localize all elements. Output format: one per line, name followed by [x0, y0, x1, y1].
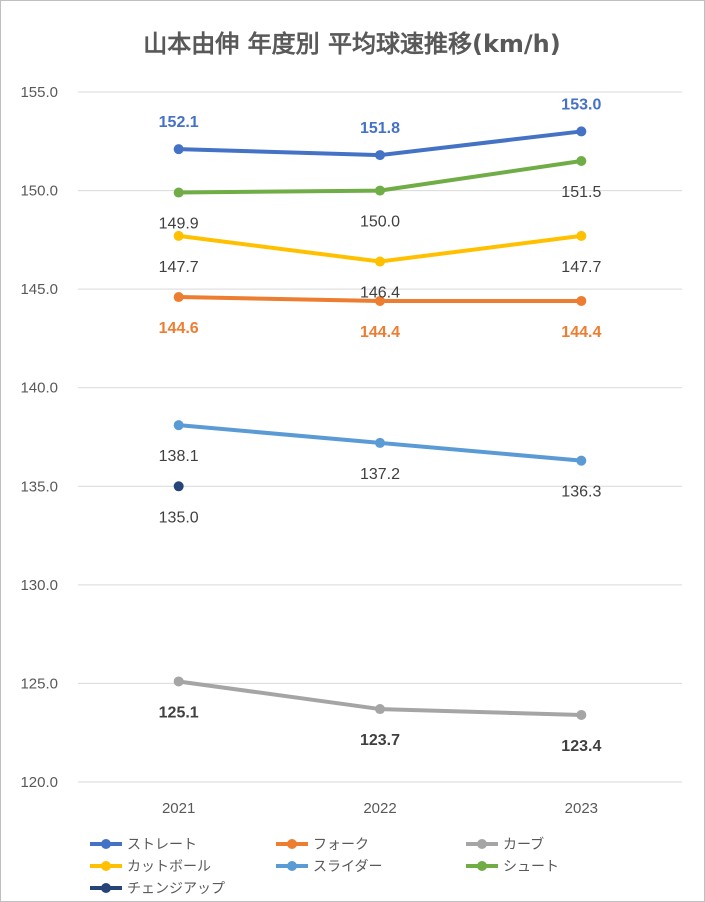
data-label: 151.8: [360, 120, 400, 137]
data-label: 136.3: [561, 484, 601, 501]
y-tick-label: 135.0: [20, 478, 58, 495]
data-label: 149.9: [159, 216, 199, 233]
legend-swatch-marker: [287, 861, 297, 871]
data-point: [576, 156, 587, 166]
data-point: [375, 437, 385, 448]
legend-item: スライダー: [276, 859, 382, 875]
series: 147.7 146.4 147.7: [159, 230, 601, 302]
legend-item: カットボール: [90, 859, 211, 875]
data-label: 144.4: [561, 324, 601, 341]
legend-item: チェンジアップ: [90, 881, 225, 897]
series: 149.9 150.0 151.5: [159, 156, 601, 233]
data-point: [576, 455, 587, 466]
data-point: [173, 676, 184, 687]
chart-title: 山本由伸 年度別 平均球速推移(km/h): [143, 30, 560, 58]
legend-item: シュート: [466, 859, 559, 875]
data-point: [375, 704, 385, 715]
series: 135.0: [159, 481, 199, 526]
x-tick-label: 2022: [363, 800, 396, 817]
x-tick-label: 2021: [162, 800, 195, 817]
data-point: [576, 295, 587, 306]
y-tick-label: 130.0: [20, 577, 58, 594]
series: 152.1 151.8 153.0: [159, 96, 601, 161]
data-label: 125.1: [159, 704, 199, 721]
legend-label: スライダー: [313, 859, 382, 875]
data-point: [173, 292, 184, 303]
legend-item: フォーク: [276, 837, 369, 853]
y-axis-ticks: 120.0 125.0 130.0 135.0 140.0 145.0 150.0 155.0: [20, 84, 58, 791]
data-label: 123.4: [561, 738, 601, 755]
data-label: 146.4: [360, 285, 400, 302]
legend-swatch-marker: [477, 861, 487, 871]
legend-label: シュート: [503, 859, 559, 875]
data-point: [173, 420, 184, 431]
data-point: [576, 709, 587, 720]
data-label: 150.0: [360, 214, 400, 231]
legend-item: カーブ: [466, 836, 544, 853]
legend-swatch-marker: [101, 839, 111, 849]
series: 144.6 144.4 144.4: [159, 292, 601, 341]
legend-swatch-marker: [101, 883, 111, 893]
x-axis-ticks: 2021 2022 2023: [162, 800, 598, 817]
data-point: [375, 185, 385, 196]
series: 125.1 123.7 123.4: [159, 676, 601, 755]
data-point: [576, 126, 587, 137]
data-label: 123.7: [360, 732, 400, 749]
y-tick-label: 145.0: [20, 281, 58, 298]
legend-label: チェンジアップ: [127, 881, 225, 897]
legend-swatch-marker: [101, 861, 111, 871]
data-label: 153.0: [561, 96, 601, 113]
legend-swatch-marker: [287, 839, 297, 849]
data-point: [576, 230, 587, 241]
data-label: 151.5: [561, 184, 601, 201]
y-tick-label: 150.0: [20, 183, 58, 200]
data-point: [375, 295, 385, 306]
y-tick-label: 125.0: [20, 675, 58, 692]
legend-item: ストレート: [90, 837, 197, 853]
y-tick-label: 155.0: [20, 84, 58, 101]
data-label: 144.6: [159, 320, 199, 337]
data-point: [375, 256, 385, 267]
data-label: 152.1: [159, 114, 199, 131]
series: 138.1 137.2 136.3: [159, 420, 601, 501]
data-label: 138.1: [159, 448, 199, 465]
data-point: [173, 187, 184, 198]
data-label: 147.7: [561, 259, 601, 276]
x-tick-label: 2023: [565, 800, 598, 817]
data-label: 147.7: [159, 259, 199, 276]
legend-label: ストレート: [127, 837, 197, 853]
data-label: 144.4: [360, 324, 400, 341]
data-point: [173, 481, 184, 492]
data-point: [173, 230, 184, 241]
y-tick-label: 140.0: [20, 380, 58, 397]
y-tick-label: 120.0: [20, 774, 58, 791]
data-label: 137.2: [360, 466, 400, 483]
data-point: [173, 144, 184, 155]
legend-swatch-marker: [477, 839, 487, 849]
series-group: 152.1 151.8 153.0 144.6 144.4 144.4 125.1 123.7…: [159, 96, 602, 755]
legend-label: フォーク: [313, 837, 369, 853]
data-label: 135.0: [159, 509, 199, 526]
legend-label: カーブ: [503, 836, 544, 853]
legend-label: カットボール: [127, 859, 211, 875]
data-point: [375, 150, 385, 161]
